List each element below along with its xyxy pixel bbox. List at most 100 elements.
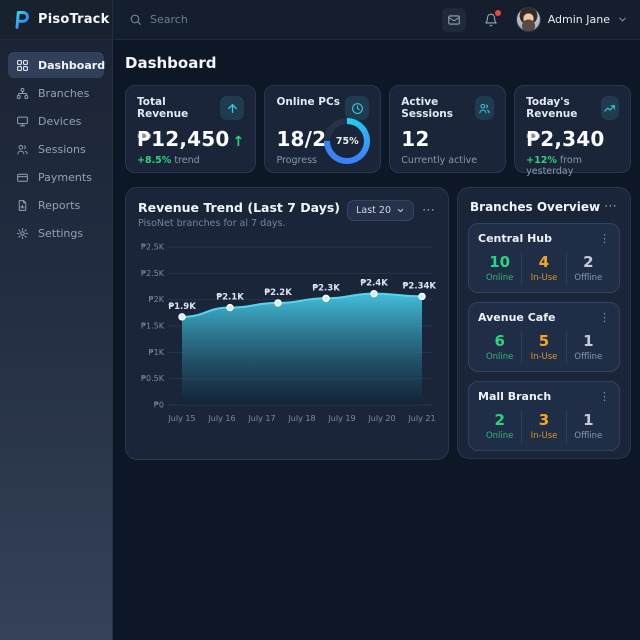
branch-stat-online: 10 Online: [485, 253, 514, 283]
sessions-users-icon: [17, 144, 28, 154]
branch-stat-inuse: 3 In-Use: [521, 410, 565, 443]
svg-text:₱2K: ₱2K: [149, 295, 165, 304]
logo-text: PisoTrack: [38, 12, 110, 27]
sidebar-item-reports[interactable]: Reports: [8, 192, 104, 218]
reports-document-icon: [18, 199, 27, 211]
svg-text:₱2.1K: ₱2.1K: [216, 293, 244, 303]
svg-text:July 18: July 18: [287, 414, 315, 423]
search-icon: [130, 14, 141, 25]
branch-stat-online: 2 Online: [485, 411, 514, 441]
kebab-menu-icon[interactable]: ⋮: [599, 311, 610, 324]
sidebar-item-label: Reports: [38, 198, 81, 212]
branch-card-avenue-cafe: Avenue Cafe ⋮ 6 Online 5 In-Use 1 Offline: [468, 302, 620, 372]
svg-text:₱0.5K: ₱0.5K: [141, 374, 165, 383]
svg-text:₱2.4K: ₱2.4K: [360, 279, 388, 289]
stat-card-todays-revenue: Today's Revenue ₱2,340 +12% from yesterd…: [514, 85, 632, 177]
dashboard-grid-icon: [17, 59, 28, 71]
branch-name: Central Hub: [478, 232, 552, 245]
stat-value: 12: [401, 127, 430, 151]
branches-hierarchy-icon: [16, 87, 29, 99]
range-dropdown[interactable]: Last 20: [347, 200, 414, 221]
stat-subtext: Currently active: [401, 155, 478, 166]
payments-card-icon: [17, 173, 28, 182]
stat-subtext: Progress: [276, 155, 317, 166]
svg-text:₱1.9K: ₱1.9K: [168, 302, 196, 312]
branch-stat-inuse: 4 In-Use: [521, 252, 565, 285]
svg-text:July 16: July 16: [207, 414, 235, 423]
main-content: Dashboard Total Revenue ₱12,450 ↑ +8.5% t…: [113, 40, 640, 640]
progress-percent-label: 75%: [335, 135, 359, 147]
sidebar-item-payments[interactable]: Payments: [8, 164, 104, 190]
topbar-logo-section: PisoTrack: [0, 0, 113, 40]
lower-row: Revenue Trend (Last 7 Days) PisoNet bran…: [125, 187, 631, 460]
stat-card-active-sessions: Active Sessions 12 Currently active: [389, 85, 507, 173]
avatar: [515, 7, 541, 32]
revenue-trend-card: Revenue Trend (Last 7 Days) PisoNet bran…: [125, 187, 449, 460]
branch-stat-offline: 1 Offline: [565, 331, 610, 364]
notifications-button[interactable]: [479, 8, 503, 32]
stat-subtext: +8.5% trend: [137, 155, 200, 166]
sidebar-item-label: Settings: [38, 226, 84, 240]
chevron-down-icon: [619, 17, 626, 22]
sidebar-item-label: Sessions: [38, 142, 86, 156]
svg-text:July 20: July 20: [367, 414, 395, 423]
branch-card-mall-branch: Mall Branch ⋮ 2 Online 3 In-Use 1 Offline: [468, 381, 620, 451]
chevron-down-icon: [397, 208, 404, 213]
trend-line-icon: [600, 96, 620, 120]
branch-stat-offline: 1 Offline: [565, 410, 610, 443]
svg-text:July 15: July 15: [167, 414, 195, 423]
sidebar-item-label: Devices: [38, 114, 82, 128]
user-menu[interactable]: Admin Jane: [515, 7, 628, 32]
sidebar-item-settings[interactable]: Settings: [8, 220, 104, 246]
topbar: Admin Jane: [113, 0, 640, 40]
svg-text:₱1K: ₱1K: [149, 348, 165, 357]
svg-text:July 17: July 17: [247, 414, 275, 423]
stat-title: Online PCs: [276, 96, 340, 108]
sidebar-item-branches[interactable]: Branches: [8, 80, 104, 106]
branches-overview-panel: Branches Overview ⋯ Central Hub ⋮ 10 Onli…: [457, 187, 631, 459]
devices-monitor-icon: [17, 116, 28, 126]
progress-ring: 75%: [324, 118, 371, 164]
svg-text:July 21: July 21: [407, 414, 435, 423]
users-icon: [475, 96, 495, 120]
kebab-menu-icon[interactable]: ⋮: [599, 390, 610, 403]
sidebar-item-label: Branches: [38, 86, 90, 100]
topbar-actions: Admin Jane: [441, 7, 628, 32]
trend-up-arrow: ↑: [232, 134, 245, 150]
svg-text:₱0: ₱0: [154, 401, 164, 410]
branch-name: Avenue Cafe: [478, 311, 556, 324]
more-menu-icon[interactable]: ⋯: [422, 202, 436, 218]
sidebar-item-label: Dashboard: [38, 58, 106, 72]
svg-text:₱2.3K: ₱2.3K: [312, 283, 340, 293]
more-menu-icon[interactable]: ⋯: [604, 199, 618, 214]
notification-badge: [494, 9, 501, 16]
settings-gear-icon: [16, 227, 29, 239]
sidebar-item-sessions[interactable]: Sessions: [8, 136, 104, 162]
stat-title: Total Revenue: [137, 96, 189, 120]
stat-value: ₱2,340: [526, 127, 605, 151]
stat-title: Active Sessions: [401, 96, 454, 120]
user-name: Admin Jane: [547, 13, 610, 26]
svg-text:July 19: July 19: [327, 414, 355, 423]
svg-text:₱2.2K: ₱2.2K: [264, 288, 292, 298]
svg-text:₱2.5K: ₱2.5K: [141, 243, 165, 252]
stat-title: Today's Revenue: [526, 96, 578, 120]
page-title: Dashboard: [125, 54, 217, 72]
branch-stat-online: 6 Online: [485, 332, 514, 362]
stat-value: ₱12,450 ↑: [137, 127, 245, 151]
sidebar: Dashboard Branches Devices Sessions Paym…: [0, 40, 113, 640]
branch-card-central-hub: Central Hub ⋮ 10 Online 4 In-Use 2 Offline: [468, 223, 620, 293]
clock-icon: [345, 96, 370, 120]
branch-stat-inuse: 5 In-Use: [521, 331, 565, 364]
messages-button[interactable]: [441, 7, 466, 32]
branch-stat-offline: 2 Offline: [565, 252, 610, 285]
sidebar-item-devices[interactable]: Devices: [8, 108, 104, 134]
chart-subtitle: PisoNet branches for al 7 days.: [138, 218, 286, 229]
svg-text:₱2.5K: ₱2.5K: [141, 269, 165, 278]
sidebar-item-dashboard[interactable]: Dashboard: [8, 52, 106, 78]
kebab-menu-icon[interactable]: ⋮: [599, 232, 610, 245]
search-input[interactable]: [150, 13, 330, 26]
arrow-up-icon: [220, 96, 245, 120]
sidebar-item-label: Payments: [38, 170, 92, 184]
